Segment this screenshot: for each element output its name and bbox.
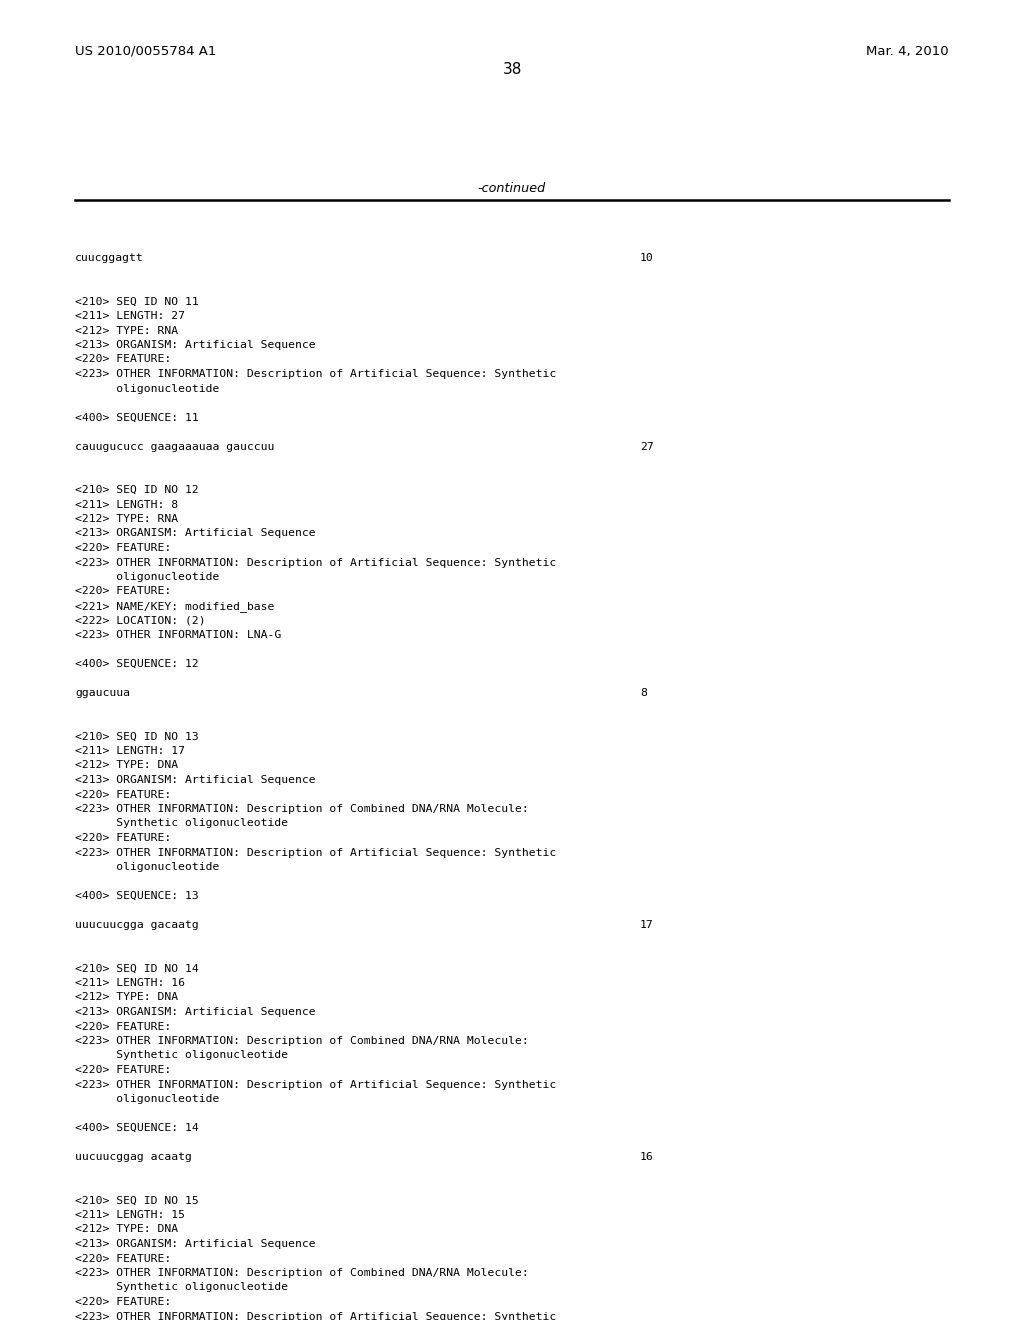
Text: <210> SEQ ID NO 12: <210> SEQ ID NO 12	[75, 484, 199, 495]
Text: <220> FEATURE:: <220> FEATURE:	[75, 1298, 171, 1307]
Text: <210> SEQ ID NO 11: <210> SEQ ID NO 11	[75, 297, 199, 306]
Text: Synthetic oligonucleotide: Synthetic oligonucleotide	[75, 1051, 288, 1060]
Text: Synthetic oligonucleotide: Synthetic oligonucleotide	[75, 1283, 288, 1292]
Text: 10: 10	[640, 253, 653, 263]
Text: <213> ORGANISM: Artificial Sequence: <213> ORGANISM: Artificial Sequence	[75, 1239, 315, 1249]
Text: <211> LENGTH: 27: <211> LENGTH: 27	[75, 312, 185, 321]
Text: Synthetic oligonucleotide: Synthetic oligonucleotide	[75, 818, 288, 829]
Text: 8: 8	[640, 688, 647, 698]
Text: <400> SEQUENCE: 13: <400> SEQUENCE: 13	[75, 891, 199, 902]
Text: <212> TYPE: DNA: <212> TYPE: DNA	[75, 760, 178, 771]
Text: <220> FEATURE:: <220> FEATURE:	[75, 355, 171, 364]
Text: <400> SEQUENCE: 12: <400> SEQUENCE: 12	[75, 659, 199, 669]
Text: <400> SEQUENCE: 11: <400> SEQUENCE: 11	[75, 412, 199, 422]
Text: <221> NAME/KEY: modified_base: <221> NAME/KEY: modified_base	[75, 601, 274, 612]
Text: <210> SEQ ID NO 15: <210> SEQ ID NO 15	[75, 1196, 199, 1205]
Text: Mar. 4, 2010: Mar. 4, 2010	[866, 45, 949, 58]
Text: <211> LENGTH: 8: <211> LENGTH: 8	[75, 499, 178, 510]
Text: <223> OTHER INFORMATION: Description of Artificial Sequence: Synthetic: <223> OTHER INFORMATION: Description of …	[75, 1312, 556, 1320]
Text: <223> OTHER INFORMATION: Description of Combined DNA/RNA Molecule:: <223> OTHER INFORMATION: Description of …	[75, 1036, 528, 1045]
Text: 38: 38	[503, 62, 521, 77]
Text: <220> FEATURE:: <220> FEATURE:	[75, 586, 171, 597]
Text: <220> FEATURE:: <220> FEATURE:	[75, 1254, 171, 1263]
Text: cuucggagtt: cuucggagtt	[75, 253, 143, 263]
Text: <220> FEATURE:: <220> FEATURE:	[75, 1065, 171, 1074]
Text: 27: 27	[640, 441, 653, 451]
Text: uuucuucgga gacaatg: uuucuucgga gacaatg	[75, 920, 199, 931]
Text: <213> ORGANISM: Artificial Sequence: <213> ORGANISM: Artificial Sequence	[75, 341, 315, 350]
Text: <223> OTHER INFORMATION: Description of Artificial Sequence: Synthetic: <223> OTHER INFORMATION: Description of …	[75, 847, 556, 858]
Text: <400> SEQUENCE: 14: <400> SEQUENCE: 14	[75, 1123, 199, 1133]
Text: <213> ORGANISM: Artificial Sequence: <213> ORGANISM: Artificial Sequence	[75, 1007, 315, 1016]
Text: <212> TYPE: RNA: <212> TYPE: RNA	[75, 513, 178, 524]
Text: cauugucucc gaagaaauaa gauccuu: cauugucucc gaagaaauaa gauccuu	[75, 441, 274, 451]
Text: <223> OTHER INFORMATION: Description of Combined DNA/RNA Molecule:: <223> OTHER INFORMATION: Description of …	[75, 1269, 528, 1278]
Text: <210> SEQ ID NO 13: <210> SEQ ID NO 13	[75, 731, 199, 742]
Text: <222> LOCATION: (2): <222> LOCATION: (2)	[75, 615, 206, 626]
Text: <211> LENGTH: 16: <211> LENGTH: 16	[75, 978, 185, 987]
Text: <223> OTHER INFORMATION: Description of Combined DNA/RNA Molecule:: <223> OTHER INFORMATION: Description of …	[75, 804, 528, 814]
Text: oligonucleotide: oligonucleotide	[75, 1094, 219, 1104]
Text: -continued: -continued	[478, 182, 546, 195]
Text: <212> TYPE: DNA: <212> TYPE: DNA	[75, 993, 178, 1002]
Text: oligonucleotide: oligonucleotide	[75, 862, 219, 873]
Text: <220> FEATURE:: <220> FEATURE:	[75, 1022, 171, 1031]
Text: <220> FEATURE:: <220> FEATURE:	[75, 543, 171, 553]
Text: uucuucggag acaatg: uucuucggag acaatg	[75, 1152, 191, 1162]
Text: <212> TYPE: RNA: <212> TYPE: RNA	[75, 326, 178, 335]
Text: 17: 17	[640, 920, 653, 931]
Text: <223> OTHER INFORMATION: Description of Artificial Sequence: Synthetic: <223> OTHER INFORMATION: Description of …	[75, 1080, 556, 1089]
Text: <220> FEATURE:: <220> FEATURE:	[75, 833, 171, 843]
Text: <212> TYPE: DNA: <212> TYPE: DNA	[75, 1225, 178, 1234]
Text: <223> OTHER INFORMATION: Description of Artificial Sequence: Synthetic: <223> OTHER INFORMATION: Description of …	[75, 557, 556, 568]
Text: oligonucleotide: oligonucleotide	[75, 572, 219, 582]
Text: <223> OTHER INFORMATION: LNA-G: <223> OTHER INFORMATION: LNA-G	[75, 630, 282, 640]
Text: 16: 16	[640, 1152, 653, 1162]
Text: <210> SEQ ID NO 14: <210> SEQ ID NO 14	[75, 964, 199, 974]
Text: <223> OTHER INFORMATION: Description of Artificial Sequence: Synthetic: <223> OTHER INFORMATION: Description of …	[75, 370, 556, 379]
Text: <211> LENGTH: 15: <211> LENGTH: 15	[75, 1210, 185, 1220]
Text: <220> FEATURE:: <220> FEATURE:	[75, 789, 171, 800]
Text: <213> ORGANISM: Artificial Sequence: <213> ORGANISM: Artificial Sequence	[75, 775, 315, 785]
Text: ggaucuua: ggaucuua	[75, 688, 130, 698]
Text: oligonucleotide: oligonucleotide	[75, 384, 219, 393]
Text: <213> ORGANISM: Artificial Sequence: <213> ORGANISM: Artificial Sequence	[75, 528, 315, 539]
Text: US 2010/0055784 A1: US 2010/0055784 A1	[75, 45, 216, 58]
Text: <211> LENGTH: 17: <211> LENGTH: 17	[75, 746, 185, 756]
